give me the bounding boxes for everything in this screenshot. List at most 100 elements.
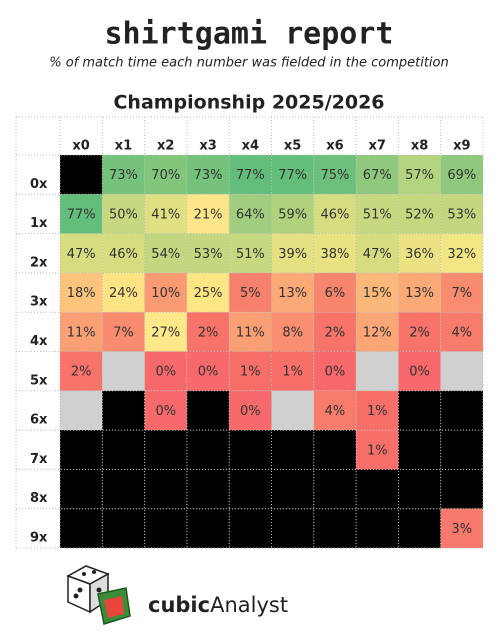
cell-value: 52% [405,207,434,222]
cell-bg [186,312,230,352]
cell-value: 0% [409,365,430,380]
cell-bg [313,469,357,509]
cell-bg [186,508,230,548]
cell-bg [60,351,103,391]
column-label: x4 [242,139,259,154]
cell-value: 2% [71,365,92,380]
cell-value: 54% [151,247,180,262]
row-label: 1x [30,216,48,231]
cell-bg [102,233,145,273]
cell-bg [186,390,230,431]
cell-value: 53% [447,207,476,222]
column-label: x3 [199,139,216,154]
cell-bg [229,272,272,313]
cell-bg [60,155,103,195]
cell-bg [144,194,187,234]
column-label: x2 [157,139,174,154]
logo-icon [66,565,131,625]
cell-value: 77% [278,168,307,183]
cell-bg [356,312,399,352]
cell-bg [60,194,103,234]
logo-text: cubicAnalyst [148,593,288,617]
logo-bold: cubic [148,593,210,617]
cell-bg [229,508,272,548]
cell-bg [271,194,314,234]
cell-bg [102,508,145,548]
column-label: x6 [326,139,343,154]
cell-value: 7% [452,286,473,301]
cell-value: 77% [67,207,96,222]
cell-bg [60,272,103,313]
cell-bg [229,351,272,391]
cell-value: 51% [236,247,265,262]
cell-bg [60,469,103,509]
cell-bg [398,508,441,548]
cell-bg [398,194,441,234]
cell-value: 1% [367,404,388,419]
cell-value: 4% [325,404,346,419]
cell-value: 12% [363,325,392,340]
cell-bg [313,233,357,273]
cell-value: 36% [405,247,434,262]
cell-bg [271,390,314,431]
cell-value: 24% [109,286,138,301]
cell-value: 13% [278,286,307,301]
logo-light: Analyst [210,593,288,617]
row-label: 8x [30,491,48,506]
cell-bg [144,430,187,470]
cell-bg [186,430,230,470]
cell-bg [271,155,314,195]
cell-bg [144,233,187,273]
row-label: 2x [30,255,48,270]
row-label: 0x [30,177,48,192]
cell-value: 4% [452,325,473,340]
cell-bg [60,390,103,431]
row-label: 7x [30,452,48,467]
cell-bg [398,469,441,509]
cell-value: 8% [282,325,303,340]
cell-value: 1% [282,365,303,380]
cell-bg [271,508,314,548]
cell-bg [144,469,187,509]
column-label: x5 [284,139,301,154]
cell-value: 0% [198,365,219,380]
cell-value: 11% [236,325,265,340]
cell-bg [313,312,357,352]
cell-bg [313,430,357,470]
cell-bg [271,351,314,391]
cell-value: 75% [320,168,349,183]
cell-value: 7% [113,325,134,340]
cell-bg [440,155,483,195]
cell-value: 32% [447,247,476,262]
cell-bg [398,351,441,391]
cell-bg [271,272,314,313]
cell-bg [398,390,441,431]
cell-value: 5% [240,286,261,301]
column-label: x7 [369,139,386,154]
cell-bg [313,351,357,391]
cell-value: 2% [409,325,430,340]
cell-bg [144,312,187,352]
cell-bg [398,312,441,352]
cell-value: 47% [67,247,96,262]
cell-bg [229,390,272,431]
cell-bg [229,194,272,234]
cell-bg [271,312,314,352]
cell-value: 50% [109,207,138,222]
cell-bg [229,469,272,509]
cell-bg [60,312,103,352]
report-subtitle: % of match time each number was fielded … [49,56,448,71]
cell-bg [440,272,483,313]
table-title: Championship 2025/2026 [113,92,384,114]
column-label: x1 [115,139,132,154]
cell-bg [60,233,103,273]
cell-bg [144,390,187,431]
cell-value: 57% [405,168,434,183]
cell-value: 0% [240,404,261,419]
cell-bg [356,272,399,313]
cell-value: 15% [363,286,392,301]
cell-bg [186,272,230,313]
heatmap-table: 73% 70% 73% 77% 77% 75% 67% 57% 69% 0x 77% 50% 41% 21… [15,116,484,549]
cell-value: 39% [278,247,307,262]
cell-bg [398,155,441,195]
